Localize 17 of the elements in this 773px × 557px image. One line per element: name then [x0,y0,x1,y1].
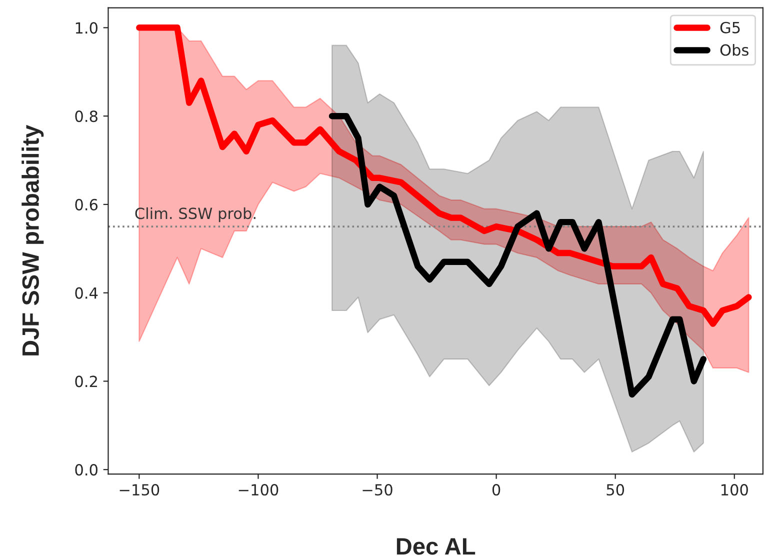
x-tick-label: 0 [492,484,500,496]
y-tick-label: 1.0 [76,22,98,34]
x-tick-label: 100 [721,484,748,496]
y-tick-label: 0.8 [75,110,98,122]
y-tick-label: 0.6 [75,198,98,210]
y-axis-title: DJF SSW probability [22,124,44,356]
x-tick-label: −50 [362,484,392,496]
y-tick-label: 0.0 [75,464,98,476]
legend-label: Obs [720,44,748,56]
y-tick-label: 0.4 [75,287,98,299]
x-tick-label: 50 [606,484,624,496]
x-axis-title: Dec AL [396,538,476,555]
x-tick-label: −150 [120,484,160,496]
ref-line-label: Clim. SSW prob. [135,207,256,222]
x-tick-label: −100 [238,484,278,496]
y-tick-label: 0.2 [75,376,97,388]
legend-label: G5 [720,22,740,34]
